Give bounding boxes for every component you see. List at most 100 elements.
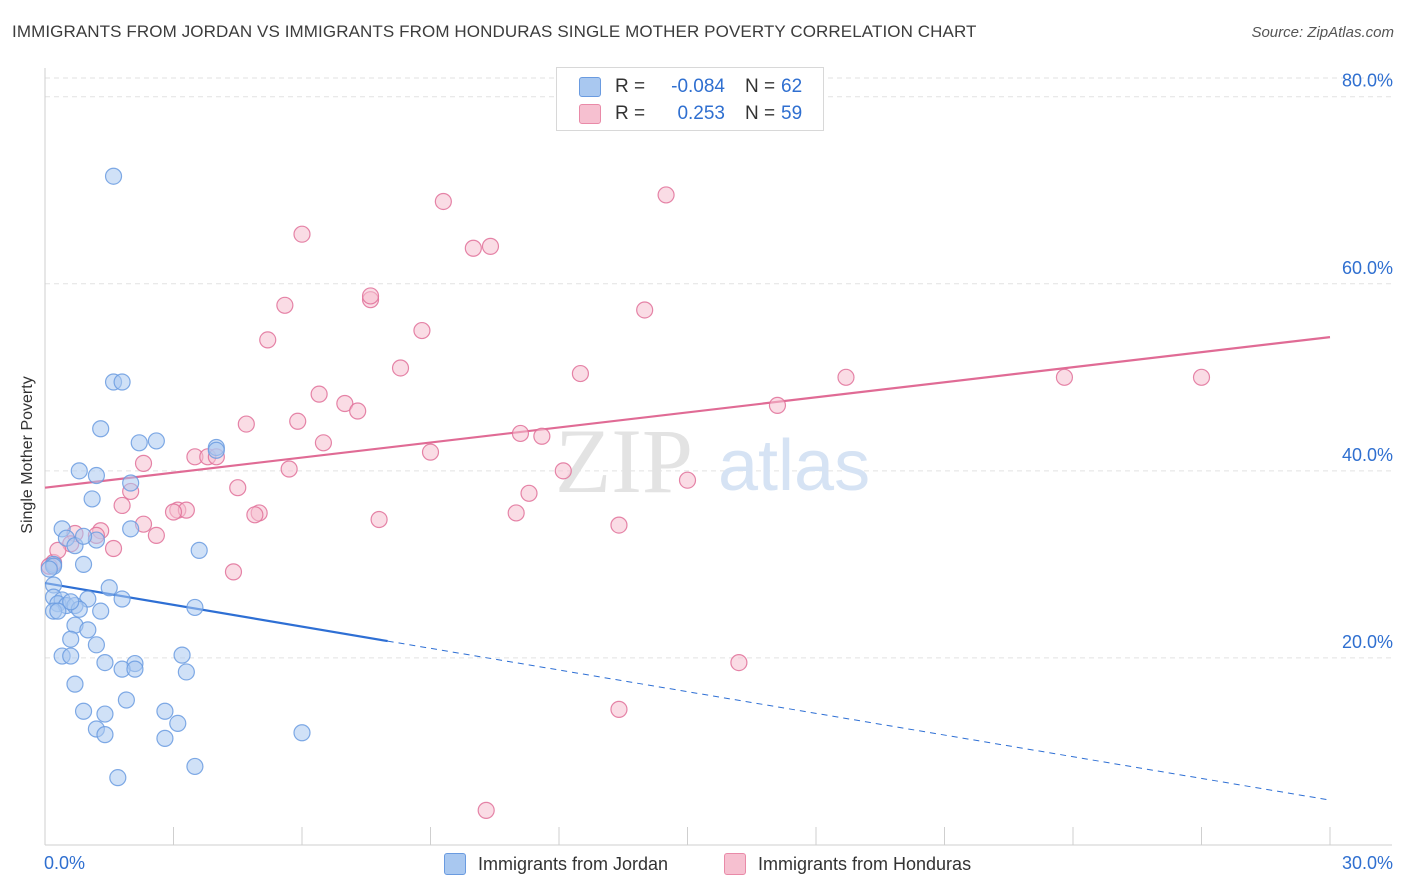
- data-point: [96, 726, 114, 744]
- n-value: 62: [781, 76, 803, 97]
- data-point: [113, 496, 131, 515]
- data-point: [186, 598, 204, 617]
- data-point: [96, 705, 114, 723]
- data-point: [96, 654, 114, 672]
- data-point: [126, 660, 144, 678]
- data-point: [678, 471, 697, 489]
- r-label: R =: [615, 103, 646, 124]
- data-point: [74, 527, 93, 545]
- data-point: [276, 296, 294, 314]
- data-point: [657, 186, 675, 204]
- watermark-zip: ZIP: [555, 410, 693, 512]
- n-label: N =: [745, 103, 776, 124]
- data-point: [62, 593, 80, 611]
- data-point: [571, 364, 590, 383]
- data-point: [310, 385, 328, 403]
- data-point: [113, 373, 131, 391]
- data-point: [164, 503, 183, 521]
- y-tick-label: 60.0%: [1342, 258, 1393, 278]
- data-point: [100, 579, 118, 597]
- data-point: [224, 563, 243, 581]
- data-point: [173, 646, 191, 664]
- data-point: [49, 602, 67, 620]
- data-point: [293, 225, 311, 243]
- data-point: [636, 301, 654, 319]
- r-label: R =: [615, 76, 646, 97]
- data-point: [259, 331, 277, 349]
- data-point: [92, 420, 110, 438]
- data-point: [610, 516, 628, 534]
- data-point: [361, 287, 380, 305]
- data-point: [62, 630, 80, 648]
- data-point: [511, 424, 530, 443]
- data-point: [1192, 368, 1211, 386]
- trend-lines: [44, 336, 1331, 801]
- r-value: -0.084: [671, 76, 725, 97]
- legend-row-jordan: R = -0.084 N = 62: [579, 74, 802, 100]
- data-point: [768, 396, 787, 414]
- jordan-swatch: [579, 77, 601, 97]
- data-point: [156, 702, 174, 720]
- data-point: [113, 590, 131, 608]
- data-point: [74, 555, 93, 573]
- data-point: [370, 510, 388, 529]
- y-tick-label: 40.0%: [1342, 445, 1393, 465]
- jordan-legend-swatch: [444, 853, 466, 875]
- data-point: [169, 714, 187, 733]
- data-point: [314, 434, 333, 452]
- data-point: [104, 539, 123, 558]
- data-point: [391, 359, 410, 377]
- x-tick-label-min: 0.0%: [44, 853, 85, 873]
- n-value: 59: [781, 103, 803, 124]
- data-point: [40, 560, 58, 578]
- x-tick-label-max: 30.0%: [1342, 853, 1393, 873]
- data-point: [190, 541, 208, 559]
- data-point: [87, 636, 106, 654]
- data-point: [79, 621, 97, 639]
- data-point: [477, 801, 495, 819]
- data-point: [186, 757, 204, 776]
- data-point: [413, 321, 431, 340]
- data-point: [434, 192, 452, 211]
- data-point: [122, 520, 140, 538]
- data-point: [507, 504, 525, 522]
- watermark-atlas: atlas: [718, 426, 870, 506]
- data-points: [40, 167, 1211, 819]
- data-point: [280, 460, 298, 478]
- data-point: [62, 647, 80, 665]
- data-point: [533, 427, 551, 445]
- data-point: [122, 474, 140, 492]
- tick-labels: 20.0% 40.0% 60.0% 80.0% 0.0% 30.0%: [44, 71, 1393, 873]
- chart-title: IMMIGRANTS FROM JORDAN VS IMMIGRANTS FRO…: [12, 22, 977, 41]
- data-point: [520, 484, 538, 502]
- n-label: N =: [745, 76, 776, 97]
- y-tick-label: 80.0%: [1342, 71, 1393, 91]
- data-point: [130, 434, 148, 452]
- data-point: [117, 691, 135, 709]
- data-point: [177, 663, 195, 681]
- grid-lines: [45, 77, 1392, 659]
- data-point: [70, 462, 88, 480]
- data-point: [83, 490, 101, 508]
- data-point: [134, 454, 153, 472]
- bottom-legend-jordan: Immigrants from Jordan: [444, 852, 668, 876]
- data-point: [66, 675, 84, 693]
- data-point: [87, 466, 106, 485]
- jordan-trend-line: [44, 582, 388, 643]
- data-point: [74, 702, 93, 720]
- data-point: [156, 729, 174, 747]
- correlation-legend: R = -0.084 N = 62 R = 0.253 N = 59: [556, 67, 824, 131]
- y-tick-label: 20.0%: [1342, 632, 1393, 652]
- data-point: [336, 394, 354, 413]
- data-point: [421, 443, 440, 461]
- data-point: [104, 167, 123, 185]
- data-point: [246, 506, 264, 524]
- source-label: Source: ZipAtlas.com: [1251, 24, 1394, 41]
- y-axis-label: Single Mother Poverty: [19, 376, 36, 534]
- data-point: [349, 402, 367, 420]
- data-point: [207, 441, 225, 459]
- bottom-legend-honduras: Immigrants from Honduras: [724, 852, 971, 876]
- data-point: [730, 654, 748, 672]
- data-point: [837, 368, 855, 386]
